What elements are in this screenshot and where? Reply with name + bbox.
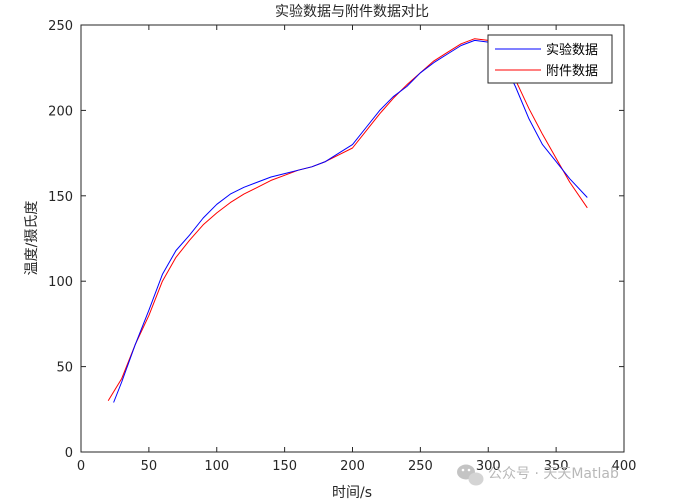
wechat-icon <box>457 464 484 486</box>
plot-area <box>80 24 625 453</box>
legend-label-attachment: 附件数据 <box>546 64 598 79</box>
legend-label-experiment: 实验数据 <box>546 42 598 58</box>
y-tick-label: 150 <box>48 190 73 205</box>
x-axis: 0 50 100 150 200 250 300 350 400 <box>77 25 637 474</box>
watermark: 公众号 · 天天Matlab <box>457 464 619 486</box>
x-tick-label: 200 <box>340 459 365 474</box>
y-axis-label: 温度/摄氏度 <box>24 201 40 276</box>
x-tick-label: 0 <box>77 459 85 474</box>
x-tick-label: 100 <box>204 459 229 474</box>
y-tick-label: 250 <box>48 19 73 34</box>
chart-title: 实验数据与附件数据对比 <box>275 4 429 20</box>
x-tick-label: 400 <box>612 459 637 474</box>
legend-box <box>487 34 613 84</box>
x-tick-label: 350 <box>544 459 569 474</box>
y-tick-label: 200 <box>48 104 73 119</box>
x-tick-label: 50 <box>141 459 158 474</box>
x-tick-label: 250 <box>408 459 433 474</box>
y-tick-label: 100 <box>48 275 73 290</box>
legend: 实验数据 附件数据 <box>487 34 613 84</box>
x-axis-label: 时间/s <box>332 485 372 501</box>
watermark-text: 公众号 · 天天Matlab <box>488 466 619 482</box>
x-tick-label: 300 <box>476 459 501 474</box>
x-tick-label: 150 <box>272 459 297 474</box>
y-tick-label: 50 <box>56 361 73 376</box>
y-axis: 0 50 100 150 200 250 <box>48 19 624 461</box>
y-tick-label: 0 <box>65 446 73 461</box>
